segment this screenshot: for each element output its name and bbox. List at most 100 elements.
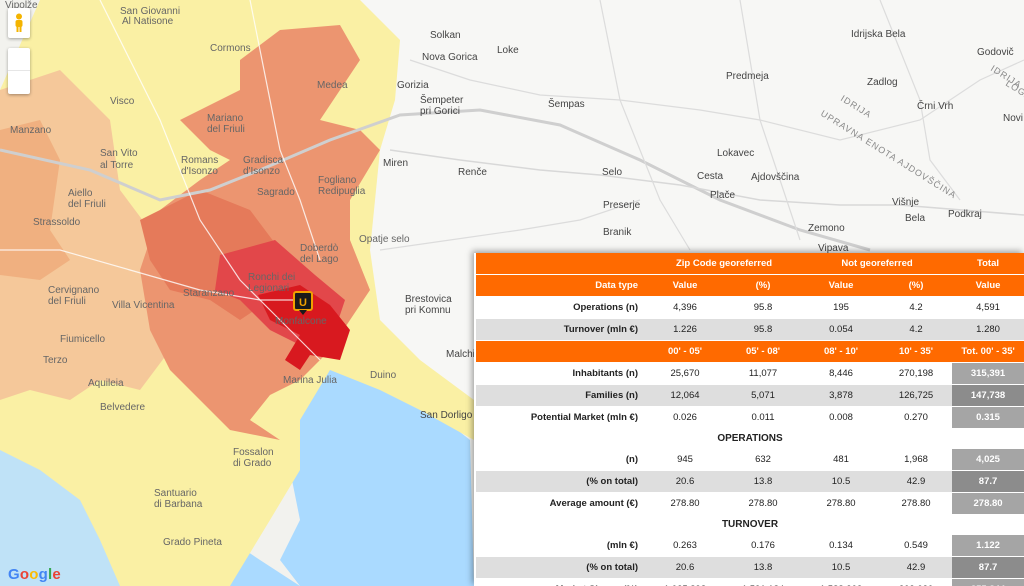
table-row: (% on total) 20.6 13.8 10.5 42.9 87.7 [476, 470, 1024, 493]
statistics-table: Zip Code georeferred Not georeferred Total… [476, 253, 1024, 586]
table-cell: 945 [646, 448, 724, 471]
motorway [0, 108, 871, 252]
town-label: Staranzano [183, 288, 235, 299]
table-cell: 1,968 [880, 448, 953, 471]
location-marker[interactable]: U [293, 291, 313, 315]
table-cell: 87.7 [952, 470, 1024, 493]
town-label: Loke [497, 45, 519, 56]
town-label: Marina Julia [283, 375, 337, 386]
town-label: Nova Gorica [422, 52, 478, 63]
town-label: Terzo [43, 355, 68, 366]
table-cell: 05' - 08' [724, 340, 803, 363]
region-red-core [258, 285, 350, 370]
town-label: d'Isonzo [181, 166, 218, 177]
table-cell: 203.020 [880, 578, 953, 586]
table-cell: 20.6 [646, 556, 724, 579]
google-logo-letter: l [48, 566, 53, 583]
road [389, 149, 1024, 216]
town-label: Al Natisone [122, 16, 174, 27]
town-label: Redipuglia [318, 186, 366, 197]
table-cell: 13.8 [724, 556, 803, 579]
land-area [360, 0, 1024, 420]
town-label: Sagrado [257, 187, 295, 198]
table-cell: Not georeferred [802, 253, 953, 275]
table-row: (% on total) 20.6 13.8 10.5 42.9 87.7 [476, 556, 1024, 579]
table-cell: 278.80 [802, 492, 881, 515]
town-label: Doberdò [300, 243, 339, 254]
road [599, 0, 691, 251]
town-label: Villa Vicentina [112, 300, 175, 311]
road [879, 0, 961, 201]
town-label: Zemono [808, 223, 845, 234]
table-cell: (mln €) [476, 534, 646, 557]
road [99, 0, 321, 361]
zoom-out-button[interactable] [8, 71, 30, 93]
table-cell: Inhabitants (n) [476, 362, 646, 385]
town-label: Bela [905, 213, 925, 224]
town-label: Monfalcone [275, 316, 327, 327]
road [249, 0, 321, 261]
town-label: del Friuli [68, 199, 106, 210]
town-label: di Grado [233, 458, 272, 469]
town-label: Malchina [446, 349, 486, 360]
table-cell: 632 [724, 448, 803, 471]
town-label: Plače [710, 190, 735, 201]
town-label: Gorizia [397, 80, 429, 91]
table-row: TURNOVER [476, 514, 1024, 535]
table-cell: Tot. 00' - 35' [952, 340, 1024, 363]
table-cell: 0.176 [724, 534, 803, 557]
town-label: del Friuli [207, 124, 245, 135]
town-label: Predmeja [726, 71, 769, 82]
town-label: Strassoldo [33, 217, 81, 228]
town-label: Visco [110, 96, 135, 107]
town-label: del Friuli [48, 296, 86, 307]
table-cell: (n) [476, 448, 646, 471]
table-cell: 278.80 [724, 492, 803, 515]
table-cell: 147,738 [952, 384, 1024, 407]
table-cell: (% on total) [476, 556, 646, 579]
table-cell: 08' - 10' [802, 340, 881, 363]
town-label: Selo [602, 167, 622, 178]
table-row: Operations (n) 4,396 95.8 195 4.2 4,591 [476, 296, 1024, 319]
town-label: Opatje selo [359, 234, 410, 245]
town-label: Ronchi dei [248, 272, 295, 283]
town-label: Ajdovščina [751, 172, 800, 183]
town-label: Šempeter [420, 93, 464, 106]
table-cell: 4.2 [880, 318, 953, 341]
table-cell: 8,446 [802, 362, 881, 385]
table-cell: 315,391 [952, 362, 1024, 385]
town-label: Fossalon [233, 447, 274, 458]
pegman-icon [15, 13, 23, 32]
street-view-pegman-button[interactable] [8, 8, 30, 38]
zoom-in-button[interactable] [8, 48, 30, 71]
table-cell: 4,591 [952, 296, 1024, 319]
town-label: del Lago [300, 254, 339, 265]
table-cell: 0.011 [724, 406, 803, 429]
table-cell: 0.549 [880, 534, 953, 557]
marker-letter: U [299, 297, 307, 309]
town-label: Podkraj [948, 209, 982, 220]
google-logo-letter: G [8, 566, 20, 583]
table-row: Inhabitants (n) 25,670 11,077 8,446 270,198 3… [476, 362, 1024, 385]
table-cell: 13.8 [724, 470, 803, 493]
table-cell: (% on total) [476, 470, 646, 493]
table-cell: Value [646, 274, 724, 297]
table-cell: 5,071 [724, 384, 803, 407]
table-cell: Value [802, 274, 881, 297]
table-cell: 10' - 35' [880, 340, 953, 363]
table-cell: 4,025 [952, 448, 1024, 471]
town-label: Vipava [818, 243, 849, 254]
town-label: Manzano [10, 125, 52, 136]
town-label: Cormons [210, 43, 251, 54]
table-cell: 0.270 [880, 406, 953, 429]
town-label: Santuario [154, 488, 197, 499]
table-cell: 270,198 [880, 362, 953, 385]
google-logo: Google [8, 566, 61, 583]
town-label: Preserje [603, 200, 641, 211]
table-cell [476, 340, 646, 363]
town-label: Grado Pineta [163, 537, 222, 548]
zoom-control[interactable] [8, 48, 30, 94]
table-cell: 1.280 [952, 318, 1024, 341]
marker-pointer [299, 310, 307, 315]
